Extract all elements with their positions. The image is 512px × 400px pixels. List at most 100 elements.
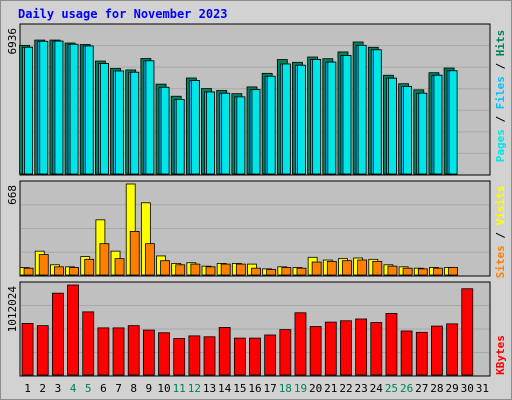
day-label: 20 — [309, 382, 322, 395]
kbytes-bar — [415, 331, 428, 376]
sites-bar — [54, 266, 64, 276]
kbytes-bar — [188, 335, 201, 376]
day-label: 24 — [370, 382, 384, 395]
kbytes-bar — [233, 337, 246, 376]
day-label: 30 — [461, 382, 474, 395]
kbytes-legend: KBytes — [494, 335, 507, 375]
kbytes-bar — [158, 332, 170, 376]
day-label: 11 — [173, 382, 186, 395]
sites-bar — [342, 260, 352, 276]
pages-bar — [342, 55, 352, 175]
hits-files-pages-legend-part: Files — [494, 76, 507, 109]
visits-sites-legend-part: Sites — [494, 245, 507, 278]
kbytes-legend-part: KBytes — [494, 335, 507, 375]
pages-bar — [69, 43, 79, 175]
sites-bar — [99, 243, 110, 276]
sites-bar — [220, 263, 231, 276]
pages-bar — [175, 98, 185, 175]
pages-bar — [372, 49, 382, 175]
y-axis-max-label: 1012024 — [6, 286, 19, 333]
pages-bar — [145, 60, 155, 175]
sites-bar — [326, 260, 337, 276]
day-label: 16 — [248, 382, 261, 395]
sites-bar — [160, 260, 170, 276]
kbytes-bar — [446, 323, 458, 376]
day-label: 25 — [385, 382, 398, 395]
day-label: 3 — [55, 382, 62, 395]
kbytes-bar — [142, 329, 155, 376]
day-label: 23 — [355, 382, 368, 395]
kbytes-bar — [461, 288, 474, 376]
day-label: 17 — [264, 382, 277, 395]
pages-bar — [190, 80, 200, 175]
kbytes-bar — [36, 325, 49, 376]
pages-bar — [39, 40, 49, 175]
pages-bar — [99, 63, 109, 175]
day-label: 12 — [188, 382, 201, 395]
kbytes-bar — [324, 321, 337, 376]
day-label: 7 — [115, 382, 122, 395]
sites-bar — [266, 269, 277, 276]
kbytes-bar — [400, 330, 413, 376]
day-label: 27 — [415, 382, 428, 395]
kbytes-bar — [355, 318, 368, 376]
hits-files-pages-legend: Pages / Files / Hits — [494, 30, 507, 163]
pages-bar — [297, 64, 306, 175]
pages-bar — [388, 77, 397, 175]
day-label: 19 — [294, 382, 307, 395]
day-label: 5 — [85, 382, 92, 395]
chart-title: Daily usage for November 2023 — [18, 7, 228, 21]
kbytes-bar — [67, 284, 79, 376]
sites-bar — [175, 264, 186, 276]
day-label: 9 — [146, 382, 153, 395]
pages-bar — [160, 86, 170, 175]
kbytes-bar — [173, 338, 186, 376]
visits-sites-legend: Sites / Visits — [494, 186, 507, 279]
sites-bar — [281, 267, 292, 276]
kbytes-bar — [431, 325, 443, 376]
sites-bar — [357, 259, 368, 276]
sites-bar — [433, 267, 443, 276]
day-label: 6 — [100, 382, 107, 395]
sites-bar — [448, 267, 458, 276]
label-separator: / — [494, 56, 507, 76]
sites-bar — [387, 265, 398, 276]
day-label: 13 — [203, 382, 216, 395]
label-separator: / — [494, 225, 507, 245]
pages-bar — [433, 74, 443, 175]
pages-bar — [357, 44, 367, 175]
kbytes-bar — [309, 326, 322, 376]
kbytes-bar — [52, 292, 64, 376]
kbytes-bar — [385, 313, 398, 376]
kbytes-bar — [218, 327, 231, 376]
pages-bar — [418, 92, 428, 175]
kbytes-bar — [294, 312, 307, 376]
sites-bar — [296, 267, 307, 276]
sites-bar — [38, 254, 49, 276]
pages-bar — [403, 86, 413, 175]
kbytes-bar — [203, 336, 216, 376]
day-label: 29 — [445, 382, 458, 395]
sites-bar — [190, 263, 201, 276]
day-label: 4 — [70, 382, 77, 395]
kbytes-bar — [340, 320, 352, 376]
pages-bar — [448, 70, 458, 175]
kbytes-bar — [249, 337, 261, 376]
kbytes-bar — [370, 322, 383, 376]
day-label: 26 — [400, 382, 413, 395]
pages-bar — [266, 75, 276, 175]
day-label: 22 — [339, 382, 352, 395]
kbytes-bar — [82, 311, 95, 376]
sites-bar — [144, 243, 155, 276]
kbytes-bar — [112, 327, 125, 376]
sites-bar — [235, 263, 246, 276]
kbytes-bar — [279, 329, 292, 376]
sites-bar — [205, 266, 216, 276]
hits-files-pages-legend-part: Hits — [494, 30, 507, 57]
sites-bar — [114, 258, 125, 276]
pages-bar — [54, 40, 64, 175]
sites-bar — [84, 258, 95, 276]
sites-bar — [417, 268, 428, 276]
day-label: 31 — [476, 382, 489, 395]
day-label: 8 — [130, 382, 137, 395]
